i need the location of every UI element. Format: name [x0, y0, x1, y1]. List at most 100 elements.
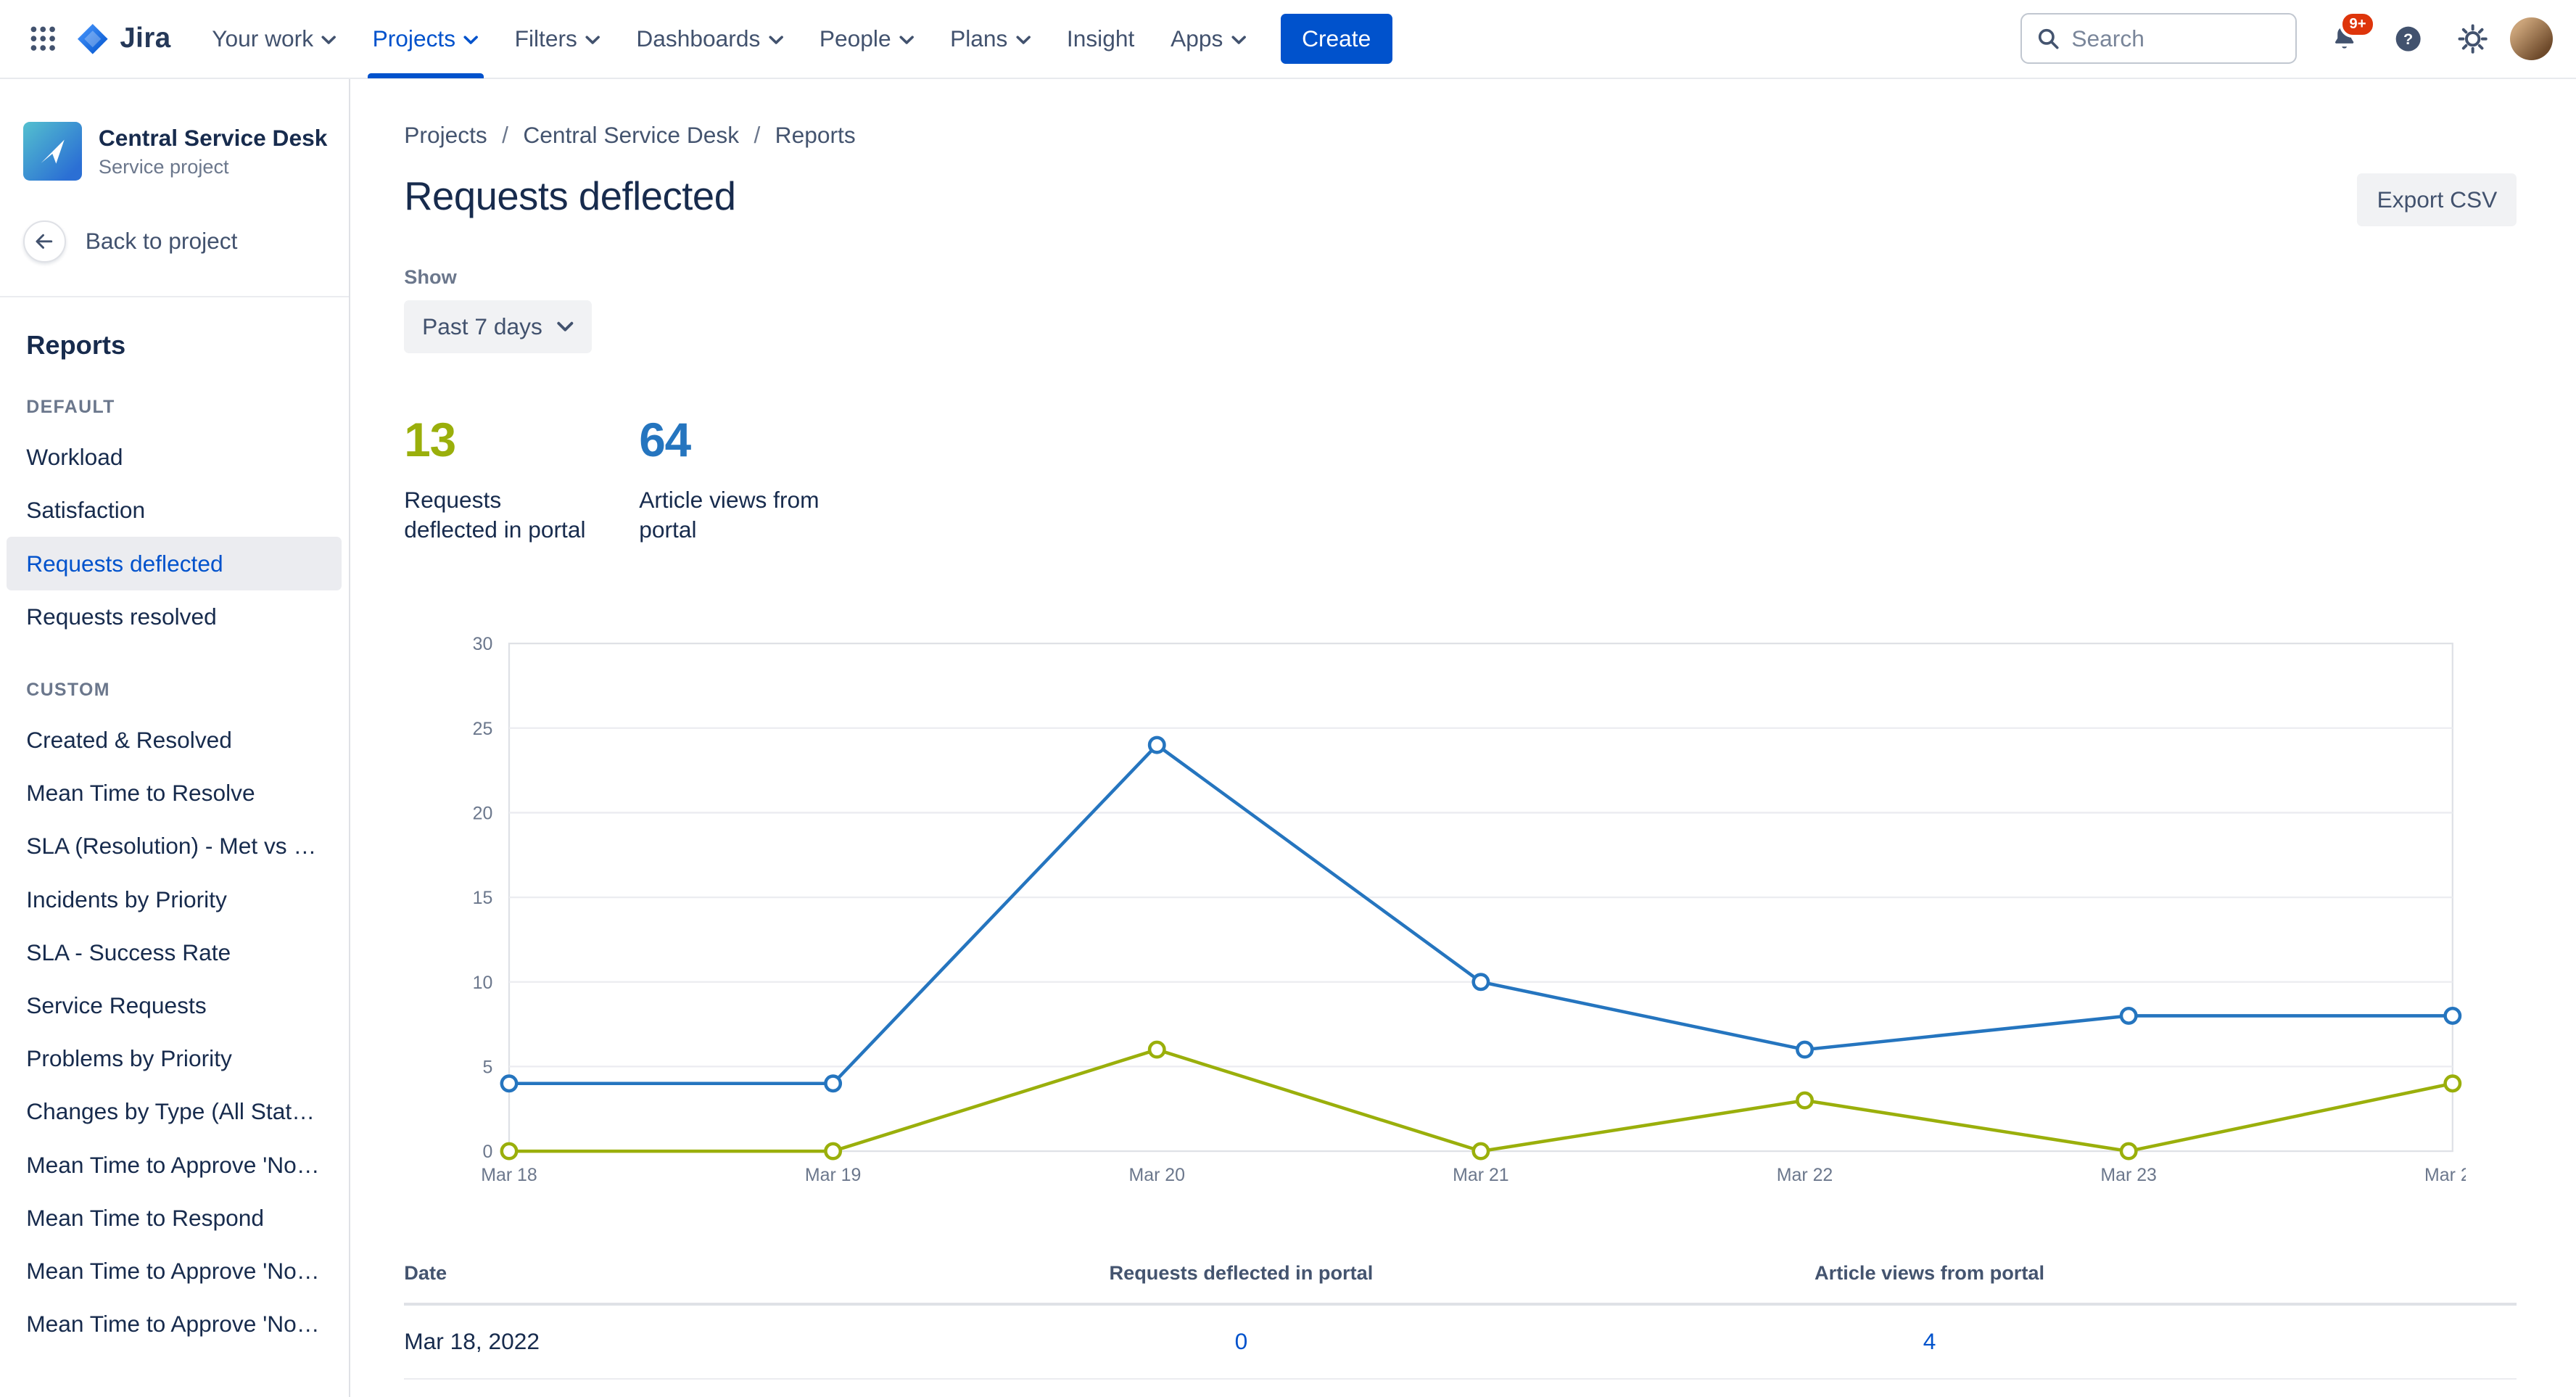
- data-point[interactable]: [1471, 973, 1490, 992]
- nav-item-your-work[interactable]: Your work: [194, 0, 354, 78]
- data-point[interactable]: [500, 1074, 519, 1093]
- app-switcher-button[interactable]: [17, 12, 69, 65]
- svg-text:10: 10: [473, 973, 493, 993]
- svg-text:0: 0: [483, 1142, 493, 1162]
- export-csv-button[interactable]: Export CSV: [2357, 173, 2517, 226]
- nav-item-filters[interactable]: Filters: [497, 0, 619, 78]
- project-header[interactable]: Central Service Desk Service project: [0, 121, 349, 181]
- sidebar-item-mean-time-to-approve-norm[interactable]: Mean Time to Approve 'Norm…: [26, 1258, 342, 1285]
- help-button[interactable]: ?: [2382, 12, 2435, 65]
- back-to-project-label: Back to project: [85, 228, 238, 255]
- breadcrumb-link-projects[interactable]: Projects: [404, 121, 487, 148]
- deflection-table: Date Requests deflected in portal Article …: [404, 1261, 2517, 1397]
- svg-text:5: 5: [483, 1057, 493, 1077]
- table-cell-deflected[interactable]: 0: [1234, 1328, 1248, 1355]
- table-cell-deflected[interactable]: 0: [897, 1380, 1585, 1396]
- sidebar-group-heading: DEFAULT: [26, 396, 115, 417]
- main-content: Projects / Central Service Desk / Reports Re…: [350, 79, 2576, 1397]
- svg-text:20: 20: [473, 803, 493, 823]
- jira-logo-mark: [78, 23, 108, 54]
- report-list: DEFAULT Workload Satisfaction Requests defl…: [0, 360, 349, 1351]
- breadcrumb-link-reports[interactable]: Reports: [775, 121, 856, 148]
- stat-article-views-from-portal: 64 Article views from portal: [639, 413, 874, 545]
- date-range-dropdown[interactable]: Past 7 days: [404, 300, 592, 354]
- data-point[interactable]: [1148, 1040, 1166, 1059]
- svg-text:Mar 19: Mar 19: [805, 1165, 862, 1185]
- app-switcher-icon: [30, 26, 55, 51]
- svg-text:25: 25: [473, 719, 493, 739]
- gear-icon: [2458, 24, 2488, 54]
- back-to-project[interactable]: Back to project: [0, 220, 349, 297]
- data-point[interactable]: [2443, 1006, 2462, 1025]
- table-header-row: Date Requests deflected in portal Article …: [404, 1261, 2517, 1306]
- nav-item-dashboards[interactable]: Dashboards: [619, 0, 801, 78]
- table-column-header-requests-deflected-in-portal: Requests deflected in portal: [1109, 1261, 1374, 1284]
- nav-item-people[interactable]: People: [801, 0, 932, 78]
- chevron-down-icon: [1016, 36, 1031, 44]
- nav-item-apps[interactable]: Apps: [1152, 0, 1264, 78]
- project-sidebar: Central Service Desk Service project Bac…: [0, 78, 350, 1397]
- data-point[interactable]: [824, 1142, 843, 1161]
- sidebar-item-mean-time-to-respond[interactable]: Mean Time to Respond: [26, 1204, 264, 1231]
- help-icon: ?: [2395, 26, 2421, 51]
- table-cell-views[interactable]: 4: [1585, 1380, 2274, 1396]
- sidebar-item-satisfaction[interactable]: Satisfaction: [26, 497, 146, 524]
- page-title: Requests deflected: [404, 173, 736, 218]
- sidebar-item-sla-success-rate[interactable]: SLA - Success Rate: [26, 939, 231, 965]
- notifications-button[interactable]: 9+: [2318, 10, 2376, 65]
- nav-item-projects[interactable]: Projects: [355, 0, 497, 78]
- sidebar-item-mean-time-to-resolve[interactable]: Mean Time to Resolve: [26, 780, 255, 807]
- svg-text:Mar 20: Mar 20: [1129, 1165, 1186, 1185]
- settings-button[interactable]: [2446, 12, 2498, 65]
- chevron-down-icon: [769, 36, 783, 44]
- sidebar-item-changes-by-type-all-statuses[interactable]: Changes by Type (All Statuses): [26, 1098, 342, 1125]
- sidebar-item-sla-resolution-met-vs-bre[interactable]: SLA (Resolution) - Met vs Bre…: [26, 833, 342, 860]
- chevron-down-icon: [321, 36, 337, 44]
- nav-item-plans[interactable]: Plans: [932, 0, 1049, 78]
- search-icon: [2038, 29, 2059, 49]
- sidebar-item-mean-time-to-approve-norm[interactable]: Mean Time to Approve 'Norm…: [26, 1311, 342, 1338]
- user-avatar[interactable]: [2510, 17, 2554, 60]
- notification-badge: 9+: [2340, 10, 2376, 38]
- brand-wordmark: Jira: [120, 22, 171, 54]
- data-point[interactable]: [824, 1074, 843, 1093]
- search-input[interactable]: [2020, 13, 2297, 65]
- table-cell-date: Mar 19, 2022: [404, 1380, 897, 1396]
- date-range-value: Past 7 days: [422, 313, 542, 340]
- data-point[interactable]: [2443, 1074, 2462, 1093]
- chevron-down-icon: [463, 36, 479, 44]
- sidebar-item-problems-by-priority[interactable]: Problems by Priority: [26, 1045, 232, 1072]
- global-search: [2020, 13, 2297, 65]
- sidebar-item-workload[interactable]: Workload: [26, 444, 123, 471]
- data-point[interactable]: [1148, 735, 1166, 754]
- data-point[interactable]: [2119, 1006, 2138, 1025]
- show-label: Show: [404, 265, 457, 289]
- data-point[interactable]: [1796, 1091, 1815, 1110]
- sidebar-item-mean-time-to-approve-norm[interactable]: Mean Time to Approve 'Norm…: [26, 1151, 342, 1178]
- jira-logo[interactable]: Jira: [75, 22, 170, 57]
- sidebar-item-incidents-by-priority[interactable]: Incidents by Priority: [26, 886, 227, 912]
- data-point[interactable]: [1796, 1040, 1815, 1059]
- data-point[interactable]: [2119, 1142, 2138, 1161]
- table-cell-date: Mar 18, 2022: [404, 1328, 540, 1355]
- table-cell-views[interactable]: 4: [1923, 1328, 1936, 1355]
- sidebar-item-created-resolved[interactable]: Created & Resolved: [26, 726, 232, 753]
- sidebar-item-service-requests[interactable]: Service Requests: [26, 992, 207, 1018]
- sidebar-item-requests-resolved[interactable]: Requests resolved: [26, 603, 217, 630]
- stat-label: Requests deflected in portal: [404, 486, 586, 543]
- table-column-header-article-views-from-portal: Article views from portal: [1815, 1261, 2045, 1284]
- nav-item-insight[interactable]: Insight: [1066, 25, 1135, 51]
- stat-label: Article views from portal: [639, 486, 820, 543]
- summary-stats: 13 Requests deflected in portal 64 Article …: [404, 413, 2517, 545]
- breadcrumb-link-central-service-desk[interactable]: Central Service Desk: [523, 121, 740, 148]
- stat-value: 64: [639, 413, 691, 466]
- svg-text:?: ?: [2403, 30, 2413, 48]
- data-point[interactable]: [1471, 1142, 1490, 1161]
- sidebar-item-requests-deflected[interactable]: Requests deflected: [7, 537, 342, 590]
- svg-text:Mar 18: Mar 18: [481, 1165, 537, 1185]
- create-button[interactable]: Create: [1280, 14, 1392, 64]
- data-point[interactable]: [500, 1142, 519, 1161]
- chevron-down-icon: [557, 321, 574, 331]
- deflection-chart: 0 5 10 15 20 25 30 Mar 18 Mar 19 Mar 20 Mar 21 Mar …: [404, 630, 2517, 1195]
